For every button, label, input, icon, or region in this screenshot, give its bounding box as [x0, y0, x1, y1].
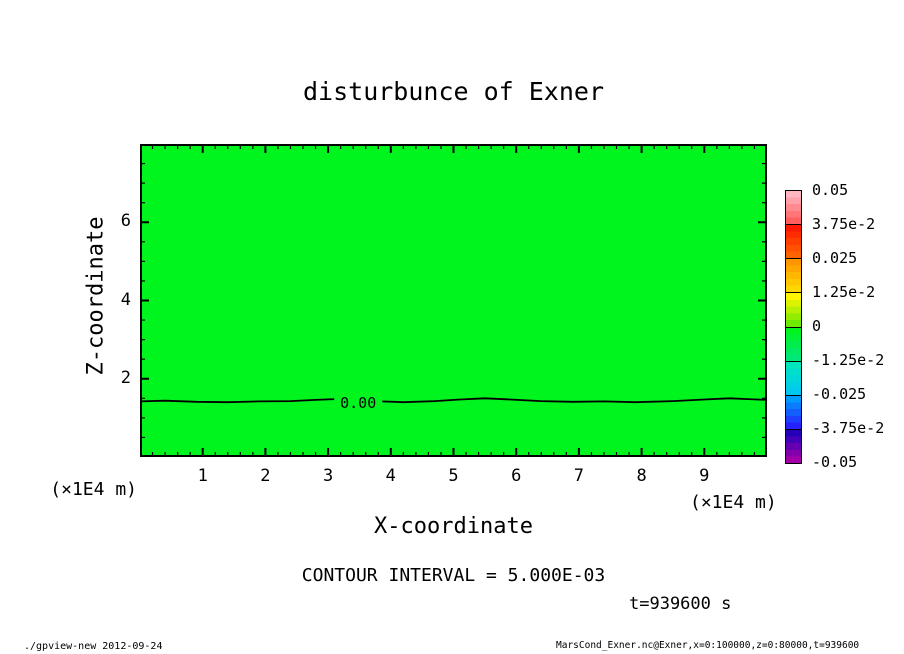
x-tick-label: 9 [699, 466, 710, 486]
contour-interval-text: CONTOUR INTERVAL = 5.000E-03 [301, 565, 606, 586]
x-tick-label: 1 [197, 466, 208, 486]
colorbar-segment [786, 394, 801, 429]
time-annotation: t=939600 s [629, 594, 732, 614]
colorbar-segment [786, 360, 801, 395]
zero-contour-line [140, 397, 767, 404]
x-axis-unit-left: (×1E4 m) [50, 479, 137, 500]
x-tick-label: 7 [573, 466, 585, 486]
colorbar-tick-label: 0.025 [812, 249, 858, 267]
z-tick-label: 2 [120, 367, 131, 388]
zero-contour-label: 0.00 [340, 394, 376, 412]
colorbar-tick-label: -3.75e-2 [812, 419, 885, 437]
x-tick-label: 8 [636, 466, 647, 486]
x-tick-label: 5 [448, 466, 459, 486]
x-axis-unit-right: (×1E4 m) [690, 492, 777, 513]
colorbar-tick-label: -0.05 [812, 453, 858, 471]
colorbar-segment [786, 258, 801, 293]
contour-label-background [334, 393, 383, 412]
x-tick-label: 3 [322, 466, 334, 486]
footer-source-text: MarsCond_Exner.nc@Exner,x=0:100000,z=0:8… [556, 640, 860, 651]
chart-title: disturbunce of Exner [302, 77, 605, 106]
colorbar-tick-label: -1.25e-2 [812, 351, 885, 369]
footer-command-text: ./gpview-new 2012-09-24 [24, 641, 163, 652]
colorbar-segment [786, 428, 801, 463]
colorbar-tick-label: 0.05 [812, 181, 849, 199]
z-tick-label: 4 [120, 289, 131, 310]
plot-area: 0.00 [140, 144, 767, 457]
colorbar-segment [786, 191, 801, 225]
x-tick-label: 2 [260, 466, 271, 486]
colorbar-segment [786, 292, 801, 327]
x-axis-label: X-coordinate [374, 514, 533, 539]
x-tick-label: 6 [511, 466, 522, 486]
z-tick-label: 6 [120, 211, 131, 232]
x-tick-label: 4 [385, 466, 396, 486]
plot-border [140, 144, 767, 457]
colorbar-tick-label: 3.75e-2 [812, 215, 876, 233]
colorbar-segment [786, 326, 801, 361]
colorbar-tick-label: 1.25e-2 [812, 283, 876, 301]
colorbar [785, 190, 802, 464]
colorbar-tick-label: -0.025 [812, 385, 867, 403]
colorbar-tick-label: 0 [812, 317, 822, 335]
colorbar-segment [786, 224, 801, 259]
plot-background [140, 144, 767, 457]
